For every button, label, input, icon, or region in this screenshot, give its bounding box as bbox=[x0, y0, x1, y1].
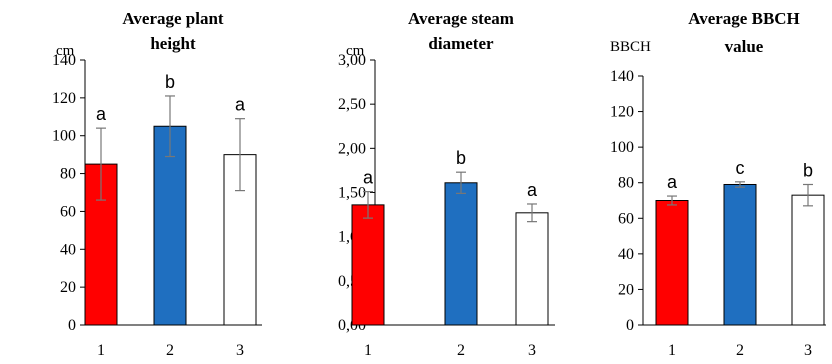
y-tick-label: 120 bbox=[610, 104, 634, 121]
chart-title-line-2: height bbox=[150, 34, 196, 53]
y-tick-label: 140 bbox=[52, 52, 76, 69]
y-tick-label: 100 bbox=[610, 139, 634, 156]
x-tick-label: 2 bbox=[166, 342, 174, 359]
bar bbox=[515, 212, 549, 326]
y-tick-label: 60 bbox=[60, 203, 76, 220]
x-tick-label: 1 bbox=[97, 342, 105, 359]
chart-title-line-2: diameter bbox=[428, 34, 494, 53]
significance-label: c bbox=[736, 158, 745, 178]
significance-label: a bbox=[667, 172, 678, 192]
y-unit-label: cm bbox=[346, 43, 365, 59]
chart-panel-plant-height: Average plant height cm 0 20 40 60 80 100 120 1… bbox=[52, 9, 262, 359]
bar bbox=[444, 182, 478, 326]
y-tick-label: 80 bbox=[60, 166, 76, 183]
bar bbox=[655, 200, 689, 326]
chart-title-line-1: Average steam bbox=[408, 9, 514, 28]
y-unit-label: cm bbox=[56, 43, 75, 59]
x-tick-label: 2 bbox=[457, 342, 465, 359]
y-tick-label: 0 bbox=[626, 317, 634, 334]
bar bbox=[791, 194, 825, 326]
x-tick-label: 2 bbox=[736, 342, 744, 359]
significance-label: a bbox=[235, 95, 246, 115]
chart-panel-steam-diameter: Average steam diameter cm 0,000,501,001,… bbox=[338, 9, 555, 359]
y-tick-label: 3,00 bbox=[338, 52, 366, 69]
y-tick-label: 140 bbox=[610, 68, 634, 85]
y-tick-label: 1,50 bbox=[338, 185, 366, 202]
significance-label: b bbox=[165, 72, 175, 92]
x-tick-label: 3 bbox=[236, 342, 244, 359]
y-tick-label: 2,00 bbox=[338, 140, 366, 157]
y-tick-label: 20 bbox=[618, 281, 634, 298]
significance-label: a bbox=[363, 168, 374, 188]
y-tick-label: 2,50 bbox=[338, 96, 366, 113]
y-tick-label: 60 bbox=[618, 210, 634, 227]
chart-title-line-1: Average plant bbox=[122, 9, 224, 28]
chart-panel-bbch-value: Average BBCH value BBCH 0 20 40 60 80 100 120 1… bbox=[610, 9, 826, 359]
significance-label: b bbox=[803, 160, 813, 180]
x-tick-label: 1 bbox=[364, 342, 372, 359]
y-tick-label: 80 bbox=[618, 175, 634, 192]
y-tick-label: 40 bbox=[60, 241, 76, 258]
y-tick-label: 120 bbox=[52, 90, 76, 107]
significance-label: a bbox=[96, 104, 107, 124]
bar bbox=[351, 204, 385, 326]
y-tick-label: 100 bbox=[52, 128, 76, 145]
significance-label: a bbox=[527, 180, 538, 200]
x-tick-label: 3 bbox=[528, 342, 536, 359]
y-tick-label: 40 bbox=[618, 246, 634, 263]
x-tick-label: 3 bbox=[804, 342, 812, 359]
chart-title-line-1: Average BBCH bbox=[688, 9, 800, 28]
significance-label: b bbox=[456, 148, 466, 168]
chart-title-line-2: value bbox=[725, 37, 764, 56]
x-tick-label: 1 bbox=[668, 342, 676, 359]
y-tick-label: 0 bbox=[68, 317, 76, 334]
y-tick-label: 20 bbox=[60, 279, 76, 296]
bar bbox=[723, 183, 757, 326]
y-unit-label: BBCH bbox=[610, 39, 651, 55]
